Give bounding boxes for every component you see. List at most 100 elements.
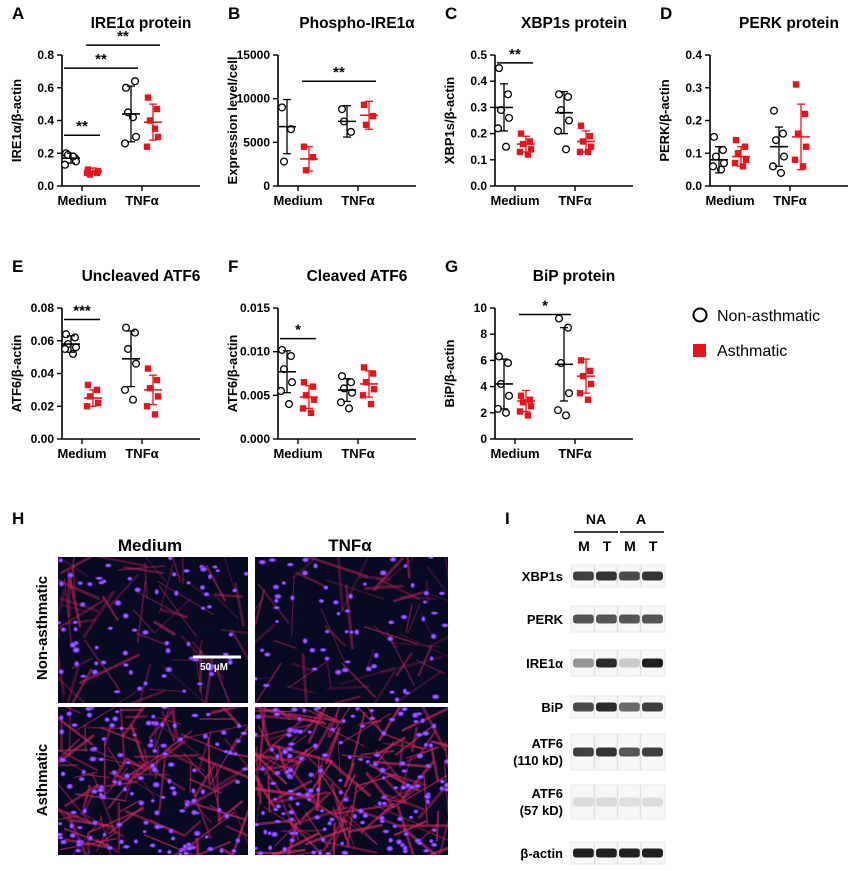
blot-band (642, 702, 663, 712)
cell-filament (111, 759, 127, 784)
blot-band (642, 747, 663, 757)
data-point-asthmatic (143, 143, 151, 150)
cell-nucleus (430, 611, 439, 616)
cell-filament (148, 688, 184, 692)
y-tick-label: 0.08 (31, 301, 55, 315)
cell-nucleus (66, 572, 75, 579)
blot-strips: XBP1s PERK IRE1α BiP ATF6 (110 kD) ATF6 (57 kD)… (513, 564, 666, 865)
cell-nucleus (339, 840, 345, 847)
cell-nucleus (160, 707, 169, 710)
y-tick-label: 0.3 (685, 81, 702, 95)
cell-nucleus (310, 849, 318, 855)
cell-nucleus (80, 769, 87, 776)
cell-nucleus (191, 767, 198, 773)
cell-filament (63, 578, 72, 644)
data-point-asthmatic (362, 121, 370, 129)
cell-nucleus (121, 649, 130, 657)
cell-filament (336, 713, 341, 776)
data-point-non-asthmatic (344, 404, 354, 413)
cell-filament (363, 625, 419, 645)
cell-filament (124, 715, 148, 719)
panel-letter: C (445, 4, 457, 23)
cell-filament (291, 574, 295, 637)
cell-nucleus (103, 716, 111, 723)
blot-band (642, 797, 663, 807)
cell-nucleus (271, 583, 281, 591)
cell-filament (395, 652, 413, 677)
cell-nucleus (423, 742, 429, 748)
cell-filament (220, 628, 248, 635)
cell-nucleus (310, 666, 319, 672)
cell-filament (336, 557, 344, 611)
y-tick-label: 0.000 (240, 432, 270, 446)
cell-filament (158, 755, 167, 812)
data-point-non-asthmatic (503, 90, 513, 99)
cell-filament (429, 593, 448, 602)
cell-filament (153, 597, 192, 634)
blot-lane-label: M (624, 538, 636, 554)
significance-label: ** (76, 118, 88, 135)
cell-filament (65, 618, 97, 625)
cell-nucleus (387, 619, 396, 625)
cell-nucleus (413, 783, 422, 789)
blot-row-label: ATF6 (531, 736, 563, 751)
data-point-non-asthmatic (553, 126, 563, 136)
cell-filament (64, 838, 109, 849)
cell-nucleus (70, 722, 79, 728)
cell-nucleus (208, 671, 216, 677)
cell-nucleus (58, 668, 65, 675)
cell-nucleus (86, 581, 94, 587)
cell-filament (58, 814, 79, 821)
data-point-non-asthmatic (70, 333, 80, 342)
cell-nucleus (97, 757, 106, 762)
cell-nucleus (101, 832, 108, 837)
data-point-asthmatic (154, 393, 162, 400)
cell-nucleus (85, 711, 93, 719)
panel-i-western-blot: I NA A M T M T XBP1s PERK IRE1α BiP ATF6 (110… (505, 509, 666, 865)
cell-nucleus (192, 829, 202, 837)
x-category-label: TNFα (125, 446, 158, 461)
blot-lane-label: T (603, 538, 612, 554)
cell-nucleus (144, 719, 153, 727)
cell-nucleus (117, 779, 123, 787)
cell-nucleus (181, 688, 187, 694)
cell-filament (426, 846, 448, 855)
cell-filament (320, 608, 346, 663)
blot-row: ATF6 (110 kD) (513, 733, 666, 771)
cell-nucleus (199, 565, 208, 573)
cell-nucleus (239, 730, 248, 736)
cell-nucleus (316, 767, 325, 774)
chart-panel-d: D PERK protein PERK/β-actin 0.0 0.1 0.2 0.3 0.4… (657, 4, 848, 208)
data-point-non-asthmatic (276, 386, 286, 396)
cell-nucleus (312, 742, 319, 750)
data-point-non-asthmatic (121, 323, 131, 332)
cell-nucleus (313, 814, 322, 821)
cell-filament (444, 557, 448, 583)
cell-nucleus (267, 557, 277, 563)
data-point-non-asthmatic (561, 411, 571, 420)
cell-filament (327, 758, 372, 797)
cell-nucleus (58, 832, 64, 837)
cell-nucleus (65, 710, 73, 717)
data-point-asthmatic (527, 403, 535, 410)
cell-nucleus (93, 645, 100, 651)
data-point-asthmatic (799, 163, 807, 170)
cell-nucleus (443, 758, 448, 765)
data-point-asthmatic (742, 156, 750, 163)
data-point-asthmatic (310, 396, 318, 403)
cell-nucleus (368, 715, 376, 721)
cell-nucleus (241, 766, 248, 772)
cell-nucleus (328, 816, 336, 823)
cell-filament (383, 733, 423, 750)
cell-nucleus (281, 845, 288, 854)
cell-nucleus (190, 797, 198, 805)
y-tick-label: 0.2 (685, 114, 702, 128)
cell-nucleus (334, 668, 343, 676)
data-point-non-asthmatic (346, 378, 356, 387)
blot-row: PERK (527, 605, 666, 633)
micrograph-tile (255, 557, 448, 703)
cell-nucleus (402, 687, 408, 695)
cell-nucleus (388, 690, 396, 695)
cell-nucleus (111, 779, 118, 785)
cell-nucleus (378, 569, 388, 577)
